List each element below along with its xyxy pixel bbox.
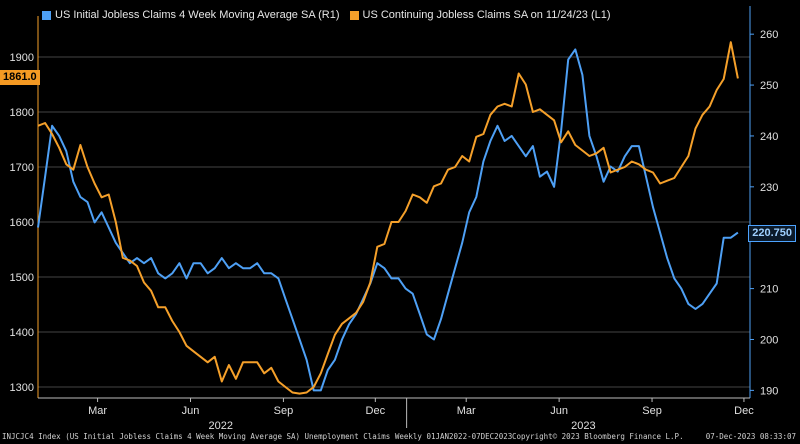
- legend-item-initial-claims: US Initial Jobless Claims 4 Week Moving …: [42, 9, 340, 21]
- right-tick-label-240: 240: [760, 131, 778, 143]
- x-axis-ticks: Mar Jun Sep Dec Mar Jun Sep Dec 2022 2023: [88, 398, 754, 432]
- footer-copyright: Copyright© 2023 Bloomberg Finance L.P.: [512, 432, 684, 441]
- legend-label-initial-claims: US Initial Jobless Claims 4 Week Moving …: [55, 9, 340, 21]
- footer-description: INJCJC4 Index (US Initial Jobless Claims…: [2, 432, 513, 441]
- footer-timestamp: 07-Dec-2023 08:33:07: [705, 432, 796, 441]
- series-initial-claims-line: [37, 48, 739, 392]
- x-tick-label-jun-5: Jun: [550, 405, 568, 417]
- right-tick-label-210: 210: [760, 284, 778, 296]
- x-tick-label-sep-2: Sep: [274, 405, 294, 417]
- series-continuing-claims-line: [37, 41, 739, 395]
- x-tick-label-dec-3: Dec: [366, 405, 386, 417]
- right-axis-ticks: 190200210220230240250260: [750, 29, 778, 397]
- last-value-tag-right: 220.750: [748, 224, 796, 242]
- last-value-tag-left: 1861.0: [0, 70, 40, 86]
- right-tick-label-250: 250: [760, 80, 778, 92]
- right-tick-label-190: 190: [760, 385, 778, 397]
- left-tick-label-1400: 1400: [10, 327, 34, 339]
- legend: US Initial Jobless Claims 4 Week Moving …: [42, 6, 611, 24]
- x-tick-label-sep-6: Sep: [642, 405, 662, 417]
- left-tick-label-1900: 1900: [10, 52, 34, 64]
- gridlines: [38, 56, 750, 388]
- footer: INJCJC4 Index (US Initial Jobless Claims…: [0, 431, 800, 444]
- left-axis-ticks: 1300 1400 1500 1600 1700 1800 1900: [10, 52, 34, 394]
- left-tick-label-1500: 1500: [10, 272, 34, 284]
- x-tick-label-dec-7: Dec: [734, 405, 754, 417]
- x-tick-label-mar-0: Mar: [88, 405, 107, 417]
- right-tick-label-230: 230: [760, 182, 778, 194]
- legend-swatch-orange: [349, 10, 359, 20]
- year-label-2022: 2022: [209, 420, 233, 432]
- right-tick-label-260: 260: [760, 29, 778, 41]
- left-tick-label-1300: 1300: [10, 382, 34, 394]
- x-tick-label-jun-1: Jun: [182, 405, 200, 417]
- left-tick-label-1800: 1800: [10, 107, 34, 119]
- x-tick-label-mar-4: Mar: [457, 405, 476, 417]
- legend-swatch-blue: [42, 10, 51, 20]
- year-label-2023: 2023: [571, 420, 595, 432]
- legend-label-continuing-claims: US Continuing Jobless Claims SA on 11/24…: [362, 9, 611, 21]
- left-tick-label-1700: 1700: [10, 162, 34, 174]
- legend-item-continuing-claims: US Continuing Jobless Claims SA on 11/24…: [349, 9, 611, 21]
- axes: [37, 6, 751, 399]
- series-lines: [37, 41, 739, 395]
- right-tick-label-200: 200: [760, 334, 778, 346]
- left-tick-label-1600: 1600: [10, 217, 34, 229]
